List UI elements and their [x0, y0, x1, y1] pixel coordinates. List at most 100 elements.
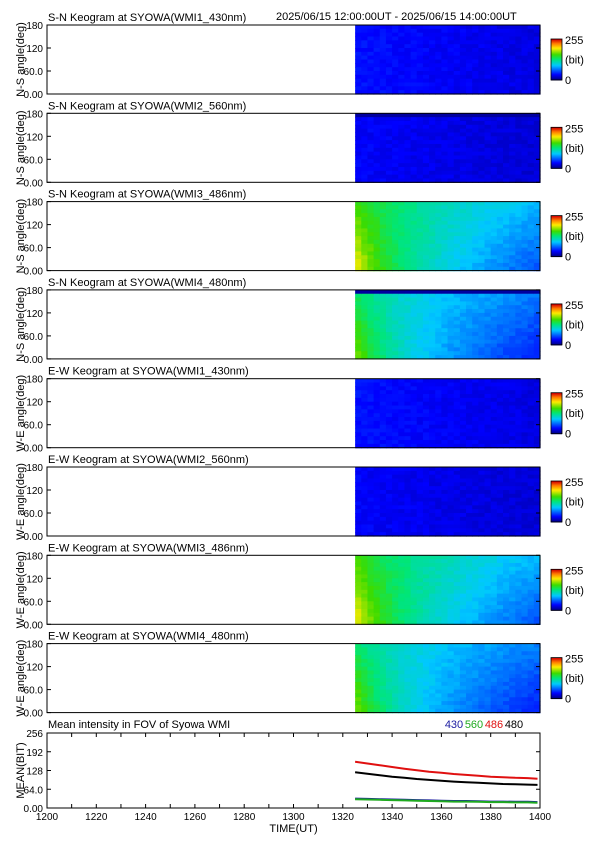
heatmap-cell [533, 478, 541, 483]
heatmap-cell [435, 405, 442, 410]
heatmap-cell [521, 440, 529, 445]
heatmap-cell [484, 220, 492, 226]
heatmap-cell [385, 343, 393, 348]
heatmap-cell [392, 78, 399, 84]
heatmap-cell [422, 651, 430, 656]
colorbar-step [551, 250, 562, 252]
heatmap-cell [355, 417, 362, 422]
heatmap-cell [459, 528, 467, 533]
heatmap-cell [398, 216, 406, 222]
heatmap-cell [466, 697, 473, 702]
heatmap-cell [379, 697, 387, 702]
heatmap-cell [515, 74, 523, 80]
heatmap-cell [527, 124, 535, 130]
heatmap-cell [478, 678, 486, 683]
heatmap-cell [416, 482, 424, 487]
heatmap-cell [521, 513, 529, 518]
heatmap-cell [503, 589, 510, 595]
heatmap-cell [490, 566, 498, 572]
heatmap-cell [527, 443, 535, 449]
heatmap-cell [367, 78, 375, 84]
heatmap-cell [361, 520, 369, 526]
heatmap-cell [533, 674, 541, 679]
heatmap-cell [373, 555, 381, 560]
heatmap-cell [509, 413, 516, 418]
heatmap-cell [361, 339, 369, 345]
heatmap-cell [466, 347, 473, 352]
colorbar-step [551, 591, 562, 594]
keogram-panel: S-N Keogram at SYOWA(WMI3_486nm)18012060… [15, 189, 584, 278]
heatmap-cell [367, 339, 375, 345]
heatmap-cell [478, 82, 486, 87]
heatmap-cell [361, 236, 369, 241]
heatmap-cell [472, 493, 479, 499]
heatmap-cell [361, 478, 369, 483]
heatmap-cell [404, 405, 412, 410]
heatmap-cell [466, 120, 473, 126]
heatmap-cell [367, 90, 375, 95]
heatmap-cell [503, 170, 510, 176]
colorbar-step [551, 670, 562, 673]
heatmap-cell [441, 247, 449, 253]
heatmap-cell [416, 266, 424, 272]
heatmap-cell [472, 343, 479, 348]
heatmap-cell [422, 708, 430, 714]
heatmap-cell [429, 501, 436, 506]
heatmap-cell [453, 493, 461, 499]
heatmap-cell [422, 397, 430, 403]
heatmap-cell [398, 209, 406, 214]
heatmap-cell [533, 201, 541, 207]
heatmap-cell [422, 166, 430, 172]
heatmap-cell [453, 555, 461, 560]
heatmap-cell [373, 67, 381, 72]
heatmap-cell [379, 486, 387, 491]
heatmap-cell [416, 670, 424, 675]
heatmap-cell [398, 82, 406, 87]
heatmap-cell [509, 301, 516, 306]
heatmap-cell [509, 678, 516, 683]
heatmap-cell [373, 516, 381, 522]
heatmap-cell [496, 651, 504, 656]
heatmap-cell [478, 570, 486, 576]
heatmap-cell [385, 67, 393, 72]
y-tick-label: 180 [26, 286, 43, 297]
heatmap-cell [527, 497, 535, 503]
heatmap-cell [398, 678, 406, 683]
heatmap-cell [361, 59, 369, 64]
heatmap-cell [459, 228, 467, 233]
heatmap-cell [441, 209, 449, 214]
heatmap-cell [478, 409, 486, 414]
heatmap-cell [521, 117, 529, 122]
heatmap-cell [484, 482, 492, 487]
heatmap-cell [398, 136, 406, 141]
heatmap-cell [527, 532, 535, 537]
heatmap-cell [416, 593, 424, 599]
heatmap-cell [404, 228, 412, 233]
heatmap-cell [503, 205, 510, 210]
heatmap-cell [484, 390, 492, 395]
heatmap-cell [441, 216, 449, 222]
heatmap-cell [490, 40, 498, 45]
colorbar-step [551, 600, 562, 602]
colorbar-step [551, 147, 562, 150]
heatmap-cell [459, 63, 467, 68]
heatmap-cell [361, 658, 369, 664]
heatmap-cell [373, 582, 381, 587]
heatmap-cell [533, 436, 541, 441]
heatmap-cell [478, 662, 486, 668]
heatmap-cell [392, 213, 399, 218]
heatmap-cell [416, 424, 424, 430]
x-tick-label: 1240 [134, 812, 157, 823]
heatmap-cell [527, 413, 535, 418]
heatmap-cell [361, 482, 369, 487]
heatmap-cell [515, 25, 523, 30]
heatmap-cell [509, 386, 516, 391]
heatmap-cell [422, 417, 430, 422]
heatmap-cell [392, 36, 399, 41]
heatmap-cell [367, 178, 375, 183]
heatmap-cell [392, 574, 399, 579]
heatmap-cell [385, 647, 393, 652]
colorbar-step [551, 336, 562, 339]
heatmap-cell [435, 394, 442, 399]
